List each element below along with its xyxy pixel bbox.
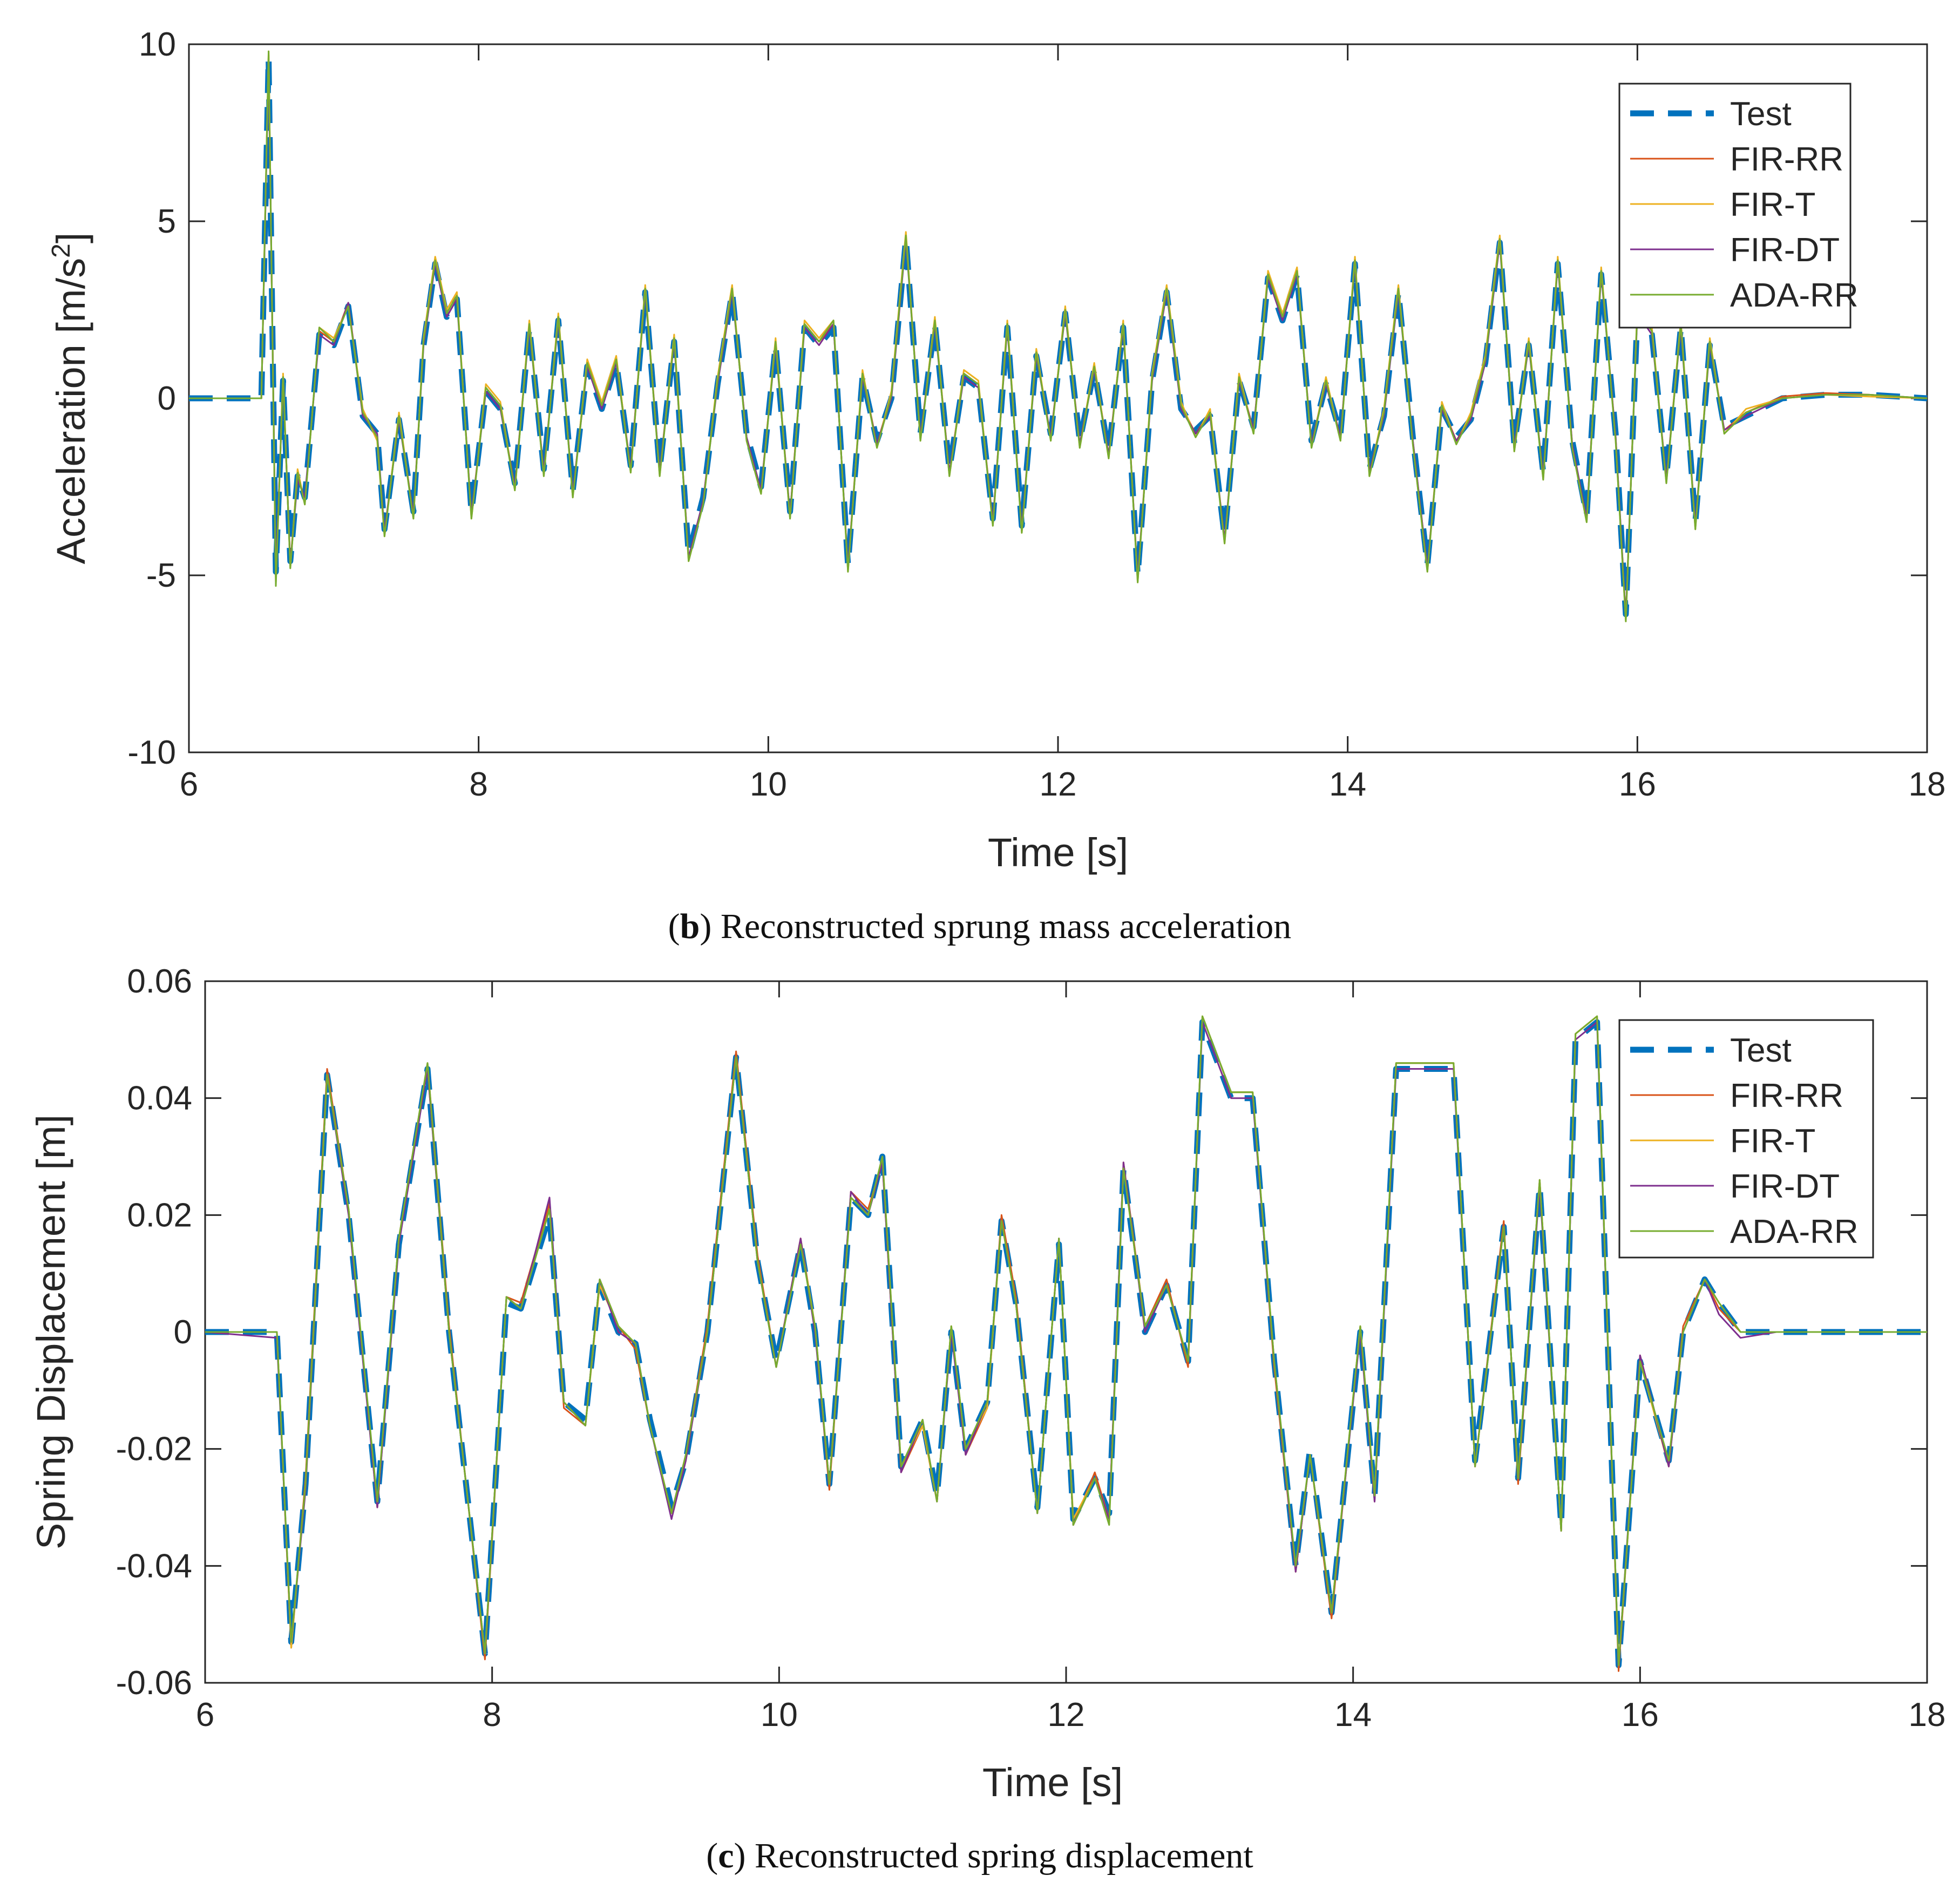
x-tick-labels: 6 8 10 12 14 16 18 — [180, 766, 1946, 803]
displacement-chart: 6 8 10 12 14 16 18 -0.06 -0.04 -0.02 0 0.02 0.04 0.0… — [29, 963, 1945, 1875]
x-tick-label: 6 — [180, 766, 198, 803]
caption: (b) Reconstructed sprung mass accelerati… — [668, 907, 1292, 946]
series-line-ada-rr — [205, 1015, 1927, 1666]
x-tick-label: 14 — [1334, 1696, 1372, 1734]
legend-box — [1618, 1019, 1874, 1259]
legend-label: FIR-DT — [1730, 232, 1840, 269]
x-tick-label: 8 — [483, 1696, 501, 1734]
series-lines — [205, 1015, 1927, 1672]
y-tick-labels: -0.06 -0.04 -0.02 0 0.02 0.04 0.06 — [116, 963, 192, 1702]
x-tick-label: 10 — [750, 766, 787, 803]
axis-ticks — [188, 43, 1928, 753]
x-tick-label: 8 — [469, 766, 487, 803]
legend-label: FIR-DT — [1730, 1168, 1840, 1205]
legend-box — [1618, 83, 1852, 329]
legend-label: FIR-RR — [1730, 1077, 1843, 1115]
legend: Test FIR-RR FIR-T FIR-DT ADA-RR — [1618, 1019, 1874, 1259]
legend: Test FIR-RR FIR-T FIR-DT ADA-RR — [1618, 83, 1859, 329]
x-tick-label: 6 — [196, 1696, 214, 1734]
x-tick-label: 16 — [1619, 766, 1656, 803]
x-tick-label: 16 — [1622, 1696, 1659, 1734]
legend-label: ADA-RR — [1730, 277, 1859, 314]
y-axis-label: Spring Displacement [m] — [29, 1115, 73, 1550]
legend-label: Test — [1730, 1032, 1792, 1069]
y-axis-label: Acceleration [m/s2] — [47, 233, 93, 565]
x-tick-label: 14 — [1329, 766, 1366, 803]
legend-label: FIR-T — [1730, 186, 1815, 223]
y-tick-labels: -10 -5 0 5 10 — [127, 26, 176, 771]
x-axis-label: Time [s] — [988, 830, 1128, 875]
y-tick-label: 10 — [139, 26, 176, 63]
y-tick-label: -0.04 — [116, 1547, 192, 1585]
y-axis-label-superscript: 2 — [47, 243, 76, 258]
legend-label: FIR-RR — [1730, 141, 1843, 178]
x-tick-label: 10 — [761, 1696, 798, 1734]
caption: (c) Reconstructed spring displacement — [706, 1836, 1253, 1875]
acceleration-chart: 6 8 10 12 14 16 18 -10 -5 0 5 10 Time [s] Accelera… — [47, 26, 1945, 946]
legend-label: Test — [1730, 96, 1792, 133]
y-tick-label: -5 — [146, 557, 176, 594]
legend-label: ADA-RR — [1730, 1213, 1859, 1251]
y-tick-label: -0.02 — [116, 1431, 192, 1468]
x-tick-label: 18 — [1909, 1696, 1946, 1734]
y-tick-label: 0.02 — [127, 1197, 192, 1234]
y-tick-label: -10 — [127, 734, 176, 771]
series-lines — [189, 50, 1928, 622]
y-tick-label: 5 — [158, 203, 176, 240]
y-tick-label: 0 — [158, 380, 176, 417]
x-tick-labels: 6 8 10 12 14 16 18 — [196, 1696, 1946, 1734]
y-tick-label: 0.04 — [127, 1080, 192, 1117]
x-tick-label: 18 — [1909, 766, 1946, 803]
y-tick-label: 0 — [174, 1314, 192, 1351]
x-tick-label: 12 — [1048, 1696, 1085, 1734]
y-tick-label: 0.06 — [127, 963, 192, 1000]
x-axis-label: Time [s] — [982, 1760, 1123, 1805]
series-line-ada-rr — [189, 50, 1928, 622]
x-tick-label: 12 — [1040, 766, 1077, 803]
legend-label: FIR-T — [1730, 1123, 1815, 1160]
y-tick-label: -0.06 — [116, 1664, 192, 1702]
